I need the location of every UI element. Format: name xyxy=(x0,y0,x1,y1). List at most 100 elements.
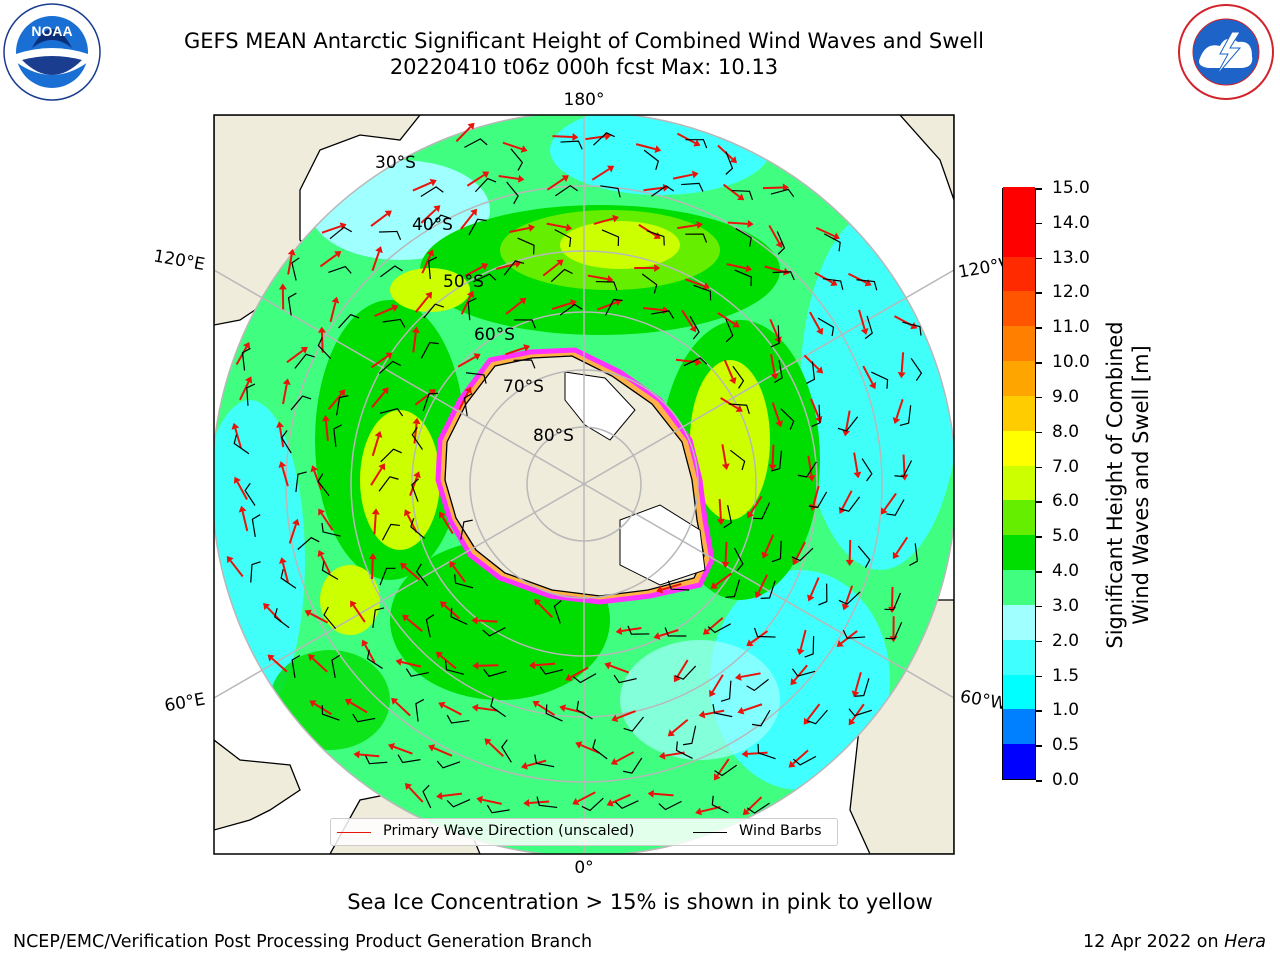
wave-direction-arrow xyxy=(597,301,617,311)
wind-barb xyxy=(734,269,752,287)
wind-barb xyxy=(837,416,859,432)
wind-barb xyxy=(444,660,465,675)
wind-barb xyxy=(664,627,687,637)
wave-direction-arrow xyxy=(771,444,775,465)
wind-barb xyxy=(894,460,913,478)
wave-direction-arrow xyxy=(851,703,865,722)
colorbar-tick-label: 5.0 xyxy=(1052,526,1080,547)
wave-direction-arrow xyxy=(408,786,424,803)
wave-direction-arrow xyxy=(771,402,781,422)
wind-barb xyxy=(397,754,421,764)
wave-direction-arrowhead xyxy=(523,798,530,807)
wave-direction-arrowhead xyxy=(615,627,623,635)
wind-barb xyxy=(732,365,745,389)
wave-direction-arrowhead xyxy=(892,551,900,560)
wind-barb xyxy=(317,337,332,360)
wind-barb xyxy=(746,678,769,692)
wave-direction-arrow xyxy=(577,791,596,803)
wave-direction-arrow xyxy=(746,796,763,812)
wave-direction-arrowhead xyxy=(464,386,472,394)
wave-direction-arrow xyxy=(309,612,329,624)
wave-direction-arrow xyxy=(236,481,248,500)
wave-direction-arrow xyxy=(393,745,413,755)
primary-wave-arrows xyxy=(226,122,918,816)
wave-direction-arrowhead xyxy=(426,249,435,257)
colorbar-segment xyxy=(1003,499,1035,536)
wave-direction-arrowhead xyxy=(267,654,275,662)
wind-barb xyxy=(333,424,343,447)
footer-date-text: 12 Apr 2022 on xyxy=(1083,932,1225,952)
wave-direction-arrow xyxy=(286,349,304,364)
wind-barb xyxy=(517,237,535,255)
wave-direction-arrowhead xyxy=(402,614,410,622)
wave-direction-arrowhead xyxy=(754,591,763,599)
wind-barb xyxy=(674,665,697,680)
wind-barb xyxy=(573,673,597,684)
wave-direction-arrow xyxy=(794,541,806,561)
wave-direction-arrow xyxy=(862,365,874,385)
colorbar-segment xyxy=(1003,674,1035,710)
wave-direction-arrowhead xyxy=(433,205,441,213)
wave-direction-arrowhead xyxy=(334,251,342,258)
wave-direction-arrowhead xyxy=(864,279,872,287)
wave-direction-arrow xyxy=(591,168,610,181)
wind-barb xyxy=(685,233,708,243)
colorbar-segment xyxy=(1003,360,1035,396)
wave-direction-arrow xyxy=(288,524,297,544)
wave-direction-arrowhead xyxy=(428,744,436,752)
wind-barb xyxy=(613,674,637,684)
wind-barb xyxy=(838,591,861,605)
wave-direction-arrow xyxy=(672,173,693,180)
wave-direction-arrow xyxy=(352,604,366,623)
wave-direction-arrow xyxy=(900,352,905,373)
wind-barb xyxy=(857,545,871,569)
colorbar-title: Significant Height of Combined Wind Wave… xyxy=(1102,285,1154,685)
wave-direction-arrow xyxy=(477,706,498,712)
wind-barb xyxy=(595,280,618,291)
wind-barb xyxy=(600,185,621,198)
wave-direction-arrowhead xyxy=(572,133,579,142)
wave-direction-arrow xyxy=(439,654,457,670)
colorbar-tick-label: 7.0 xyxy=(1052,456,1080,477)
chart-title: GEFS MEAN Antarctic Significant Height o… xyxy=(183,29,985,53)
wave-direction-arrowhead xyxy=(612,214,619,223)
colorbar-title-line1: Significant Height of Combined xyxy=(1103,321,1127,649)
wind-barb xyxy=(646,230,665,246)
wave-direction-arrowhead xyxy=(572,797,580,806)
wave-direction-arrow xyxy=(364,644,376,663)
wave-direction-arrow xyxy=(481,798,502,805)
wind-barb xyxy=(244,482,256,506)
wind-barb xyxy=(490,697,506,718)
wave-direction-arrowhead xyxy=(435,651,444,659)
wave-direction-arrowhead xyxy=(746,639,754,647)
colorbar-segment xyxy=(1003,534,1035,571)
wind-barb xyxy=(380,265,403,278)
wave-direction-arrow xyxy=(848,540,852,561)
wind-barb xyxy=(817,317,835,337)
wave-direction-arrowhead xyxy=(350,600,357,608)
wind-barb xyxy=(651,310,675,319)
wave-direction-arrow xyxy=(742,703,763,712)
wave-direction-arrowhead xyxy=(698,710,706,719)
wave-direction-arrowhead xyxy=(709,689,716,697)
wave-direction-arrowhead xyxy=(790,678,798,686)
wave-direction-arrow xyxy=(895,399,904,419)
wave-direction-arrow xyxy=(815,226,835,238)
wind-barb xyxy=(321,522,341,537)
wind-barb xyxy=(464,138,488,148)
wave-direction-arrow xyxy=(764,534,775,554)
wind-barb xyxy=(467,297,477,321)
wind-barb xyxy=(707,623,731,634)
wave-direction-arrow xyxy=(229,560,244,578)
wave-direction-arrowhead xyxy=(673,674,681,683)
wind-barb xyxy=(753,627,776,638)
wave-direction-arrowhead xyxy=(610,757,619,765)
wind-barb xyxy=(593,132,615,146)
wind-barb xyxy=(658,800,682,811)
wind-barb xyxy=(506,181,519,205)
wave-direction-arrow xyxy=(281,466,289,487)
colorbar-tick-label: 6.0 xyxy=(1052,491,1080,512)
colorbar-tick-mark xyxy=(1036,362,1042,364)
wave-direction-arrowhead xyxy=(830,278,838,286)
wave-direction-arrow xyxy=(681,309,694,328)
